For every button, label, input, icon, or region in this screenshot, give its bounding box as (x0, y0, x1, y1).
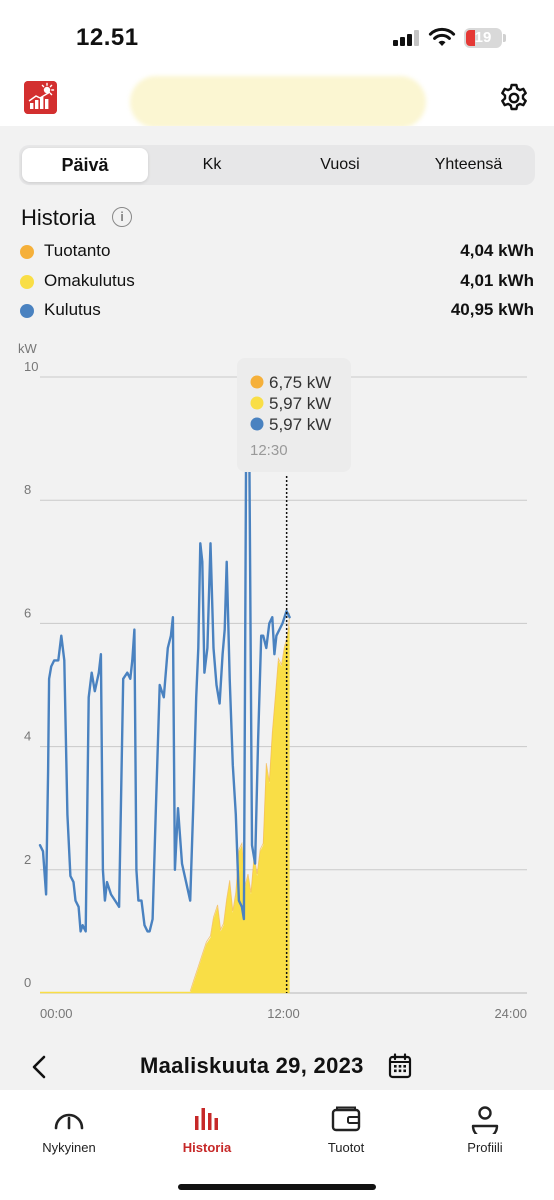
redacted-site-name (130, 76, 426, 128)
wallet-icon (331, 1106, 361, 1132)
tab-label: Profiili (467, 1140, 503, 1155)
solar-logo-icon (24, 81, 57, 114)
tooltip-dot-icon (250, 375, 264, 389)
y-tick-label: 4 (24, 729, 31, 744)
consumption-dot-icon (20, 304, 34, 318)
self-consumption-area (40, 625, 290, 993)
chart-tooltip: 6,75 kW 5,97 kW 5,97 kW 12:30 (237, 358, 351, 472)
tooltip-dot-icon (250, 396, 264, 410)
gauge-icon (54, 1113, 84, 1130)
legend-name: Tuotanto (44, 241, 111, 260)
tooltip-time: 12:30 (250, 442, 288, 459)
tab-history[interactable]: Historia (147, 1100, 267, 1160)
tab-returns[interactable]: Tuotot (286, 1100, 406, 1160)
app-header (0, 76, 554, 128)
history-chart[interactable]: kW 0 2 4 6 8 10 00:00 12:00 24:00 6,75 kW 5,97 kW 5,… (0, 335, 554, 1035)
profile-icon (471, 1106, 499, 1134)
status-bar: 12.51 19 (0, 0, 554, 76)
status-time: 12.51 (76, 24, 139, 51)
bar-chart-icon (195, 1108, 218, 1130)
tooltip-value: 6,75 kW (269, 373, 331, 392)
period-segmented-control: Päivä Kk Vuosi Yhteensä (19, 145, 535, 185)
y-tick-label: 8 (24, 482, 31, 497)
date-navigation: Maaliskuuta 29, 2023 (0, 1045, 554, 1089)
info-icon[interactable]: i (112, 207, 132, 227)
legend-item-consumption: Kulutus 40,95 kWh (20, 299, 534, 323)
battery-percent: 19 (474, 29, 492, 46)
gear-icon[interactable] (498, 82, 530, 114)
tooltip-dot-icon (250, 417, 264, 431)
legend-value: 40,95 kWh (450, 300, 534, 319)
date-label[interactable]: Maaliskuuta 29, 2023 (140, 1053, 364, 1078)
tooltip-value: 5,97 kW (269, 415, 331, 434)
tab-label: Nykyinen (42, 1140, 96, 1155)
y-tick-label: 0 (24, 975, 31, 990)
tab-label: Historia (182, 1140, 232, 1155)
calendar-icon[interactable] (388, 1053, 412, 1079)
legend-value: 4,01 kWh (460, 271, 534, 290)
battery-icon: 19 (464, 28, 506, 48)
legend-item-self-consumption: Omakulutus 4,01 kWh (20, 270, 534, 294)
tab-label: Tuotot (327, 1140, 365, 1155)
cellular-signal-icon (393, 30, 423, 46)
tab-current[interactable]: Nykyinen (9, 1100, 129, 1160)
chevron-left-icon[interactable] (26, 1053, 52, 1081)
tab-day[interactable]: Päivä (22, 148, 148, 182)
consumption-line (38, 400, 291, 933)
legend-name: Kulutus (44, 300, 101, 319)
y-tick-label: 2 (24, 852, 31, 867)
legend-item-production: Tuotanto 4,04 kWh (20, 240, 534, 264)
x-tick-label: 12:00 (267, 1006, 300, 1021)
tab-year[interactable]: Vuosi (320, 156, 360, 173)
home-indicator (178, 1184, 376, 1190)
tooltip-background (237, 358, 351, 472)
x-tick-label: 00:00 (40, 1006, 73, 1021)
legend-value: 4,04 kWh (460, 241, 534, 260)
self-consumption-dot-icon (20, 275, 34, 289)
bottom-tab-bar: Nykyinen Historia Tuotot Profiili (0, 1090, 554, 1200)
tab-total[interactable]: Yhteensä (434, 156, 503, 173)
history-title: Historia (21, 205, 96, 230)
tooltip-value: 5,97 kW (269, 394, 331, 413)
production-dot-icon (20, 245, 34, 259)
y-tick-label: 10 (24, 359, 38, 374)
tab-month[interactable]: Kk (202, 156, 222, 173)
legend-name: Omakulutus (44, 271, 135, 290)
y-tick-label: 6 (24, 605, 31, 620)
y-axis-unit-label: kW (18, 341, 38, 356)
wifi-icon (428, 27, 456, 46)
tab-profile[interactable]: Profiili (425, 1100, 545, 1160)
x-tick-label: 24:00 (494, 1006, 527, 1021)
